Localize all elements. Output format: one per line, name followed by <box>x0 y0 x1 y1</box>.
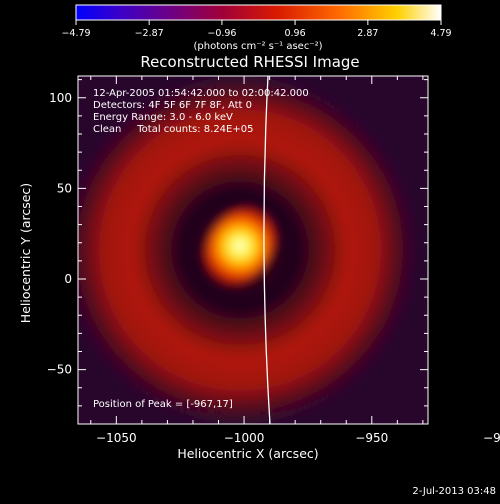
plot-area <box>78 76 428 424</box>
chart-title: Reconstructed RHESSI Image <box>140 53 359 71</box>
x-tick-label: −1050 <box>96 431 137 445</box>
annotation-peak-position: Position of Peak = [-967,17] <box>93 399 233 410</box>
x-tick-label: −1000 <box>224 431 265 445</box>
heatmap-image <box>78 76 415 424</box>
colorbar-tick-label: 4.79 <box>430 28 451 39</box>
solar-limb-line <box>263 76 271 424</box>
info-annotations: 12-Apr-2005 01:54:42.000 to 02:00:42.000… <box>93 88 309 410</box>
colorbar-tick-label: −2.87 <box>135 28 164 39</box>
y-axis: 100 50 0 −50 <box>47 79 428 425</box>
annotation-detectors: Detectors: 4F 5F 6F 7F 8F, Att 0 <box>93 100 252 111</box>
x-tick-label: −900 <box>483 431 500 445</box>
x-tick-label: −950 <box>355 431 388 445</box>
annotation-energy-range: Energy Range: 3.0 - 6.0 keV <box>93 112 233 123</box>
y-tick-label: 100 <box>49 91 72 105</box>
colorbar-tick-label: −0.96 <box>207 28 236 39</box>
plot-frame <box>77 75 429 425</box>
colorbar-ticks: −4.79 −2.87 −0.96 0.96 2.87 4.79 <box>61 20 452 39</box>
y-tick-label: 0 <box>64 272 72 286</box>
colorbar-units: (photons cm⁻² s⁻¹ asec⁻²) <box>193 41 322 52</box>
timestamp: 2-Jul-2013 03:48 <box>412 486 496 497</box>
x-axis: −1050 −1000 −950 −900 <box>90 76 500 445</box>
colorbar-tick-label: 0.96 <box>284 28 305 39</box>
colorbar: −4.79 −2.87 −0.96 0.96 2.87 4.79 (photons cm⁻… <box>61 4 452 52</box>
colorbar-tick-label: −4.79 <box>61 28 90 39</box>
annotation-time-range: 12-Apr-2005 01:54:42.000 to 02:00:42.000 <box>93 88 309 99</box>
x-axis-label: Heliocentric X (arcsec) <box>177 446 318 461</box>
annotation-clean-counts: Clean Total counts: 8.24E+05 <box>93 124 253 135</box>
colorbar-gradient <box>75 4 442 21</box>
y-tick-label: −50 <box>47 363 72 377</box>
emission-core <box>206 208 274 284</box>
colorbar-tick-label: 2.87 <box>357 28 378 39</box>
y-tick-label: 50 <box>57 181 72 195</box>
y-axis-label: Heliocentric Y (arcsec) <box>18 183 33 323</box>
